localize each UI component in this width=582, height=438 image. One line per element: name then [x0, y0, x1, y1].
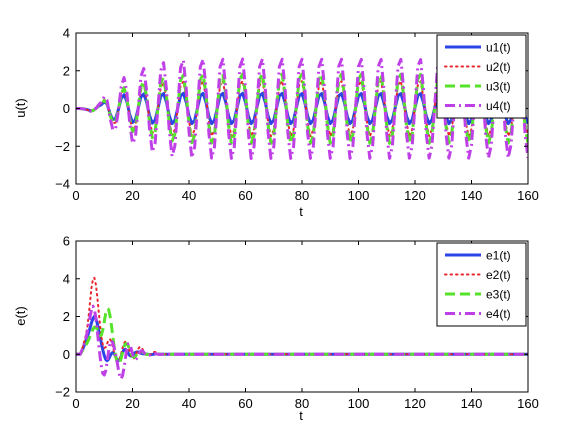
upper-chart-x-tick-label: 160: [517, 188, 539, 203]
lower-chart-x-tick-label: 40: [182, 396, 196, 411]
upper-chart-y-tick-label: 0: [63, 101, 70, 116]
upper-chart-x-tick-label: 120: [404, 188, 426, 203]
lower-chart-x-tick-label: 140: [461, 396, 483, 411]
upper-chart-y-axis-label: u(t): [13, 98, 28, 118]
lower-chart-x-tick-label: 160: [517, 396, 539, 411]
upper-chart-x-tick-label: 100: [348, 188, 370, 203]
lower-chart-x-tick-label: 120: [404, 396, 426, 411]
lower-chart-legend: e1(t) e2(t) e3(t) e4(t): [436, 242, 527, 327]
upper-chart-legend-label-3: u3(t): [486, 80, 511, 94]
lower-chart-y-tick-label: 6: [63, 234, 70, 249]
lower-chart-x-axis-label: t: [299, 408, 303, 423]
upper-chart-x-tick-label: 60: [238, 188, 252, 203]
upper-chart-legend: u1(t) u2(t) u3(t) u4(t): [436, 34, 527, 119]
upper-chart-x-tick-label: 20: [125, 188, 139, 203]
lower-chart-y-tick-label: 4: [63, 271, 70, 286]
upper-chart-series-line-2: [76, 79, 528, 138]
upper-chart-y-tick-label: −2: [55, 139, 70, 154]
lower-chart-series-line-4: [76, 304, 528, 381]
lower-chart-series-line-2: [76, 276, 528, 363]
lower-chart-legend-label-1: e1(t): [486, 249, 511, 263]
lower-chart-y-tick-label: 0: [63, 347, 70, 362]
lower-chart-legend-label-3: e3(t): [486, 288, 511, 302]
upper-chart-legend-label-2: u2(t): [486, 60, 511, 74]
lower-chart-x-tick-label: 0: [72, 396, 79, 411]
upper-chart-x-tick-label: 40: [182, 188, 196, 203]
lower-chart-legend-label-2: e2(t): [486, 268, 511, 282]
lower-chart-y-tick-label: −2: [55, 385, 70, 400]
upper-chart-legend-label-1: u1(t): [486, 41, 511, 55]
upper-chart-y-tick-label: 2: [63, 63, 70, 78]
lower-chart-x-tick-label: 60: [238, 396, 252, 411]
upper-chart-x-tick-label: 80: [295, 188, 309, 203]
lower-chart-series-group: [76, 276, 528, 381]
upper-chart-y-tick-label: −4: [55, 177, 70, 192]
upper-chart-series-line-4: [76, 57, 528, 161]
upper-chart-y-tick-label: 4: [63, 26, 70, 41]
lower-chart-legend-label-4: e4(t): [486, 307, 511, 321]
upper-chart-u: u(t) t 0 20 40 60 80 100 120 140 160 −4 −2 0 2 4 u1(t)…: [13, 26, 539, 220]
upper-chart-x-axis-label: t: [299, 204, 303, 219]
lower-chart-x-tick-label: 20: [125, 396, 139, 411]
lower-chart-x-tick-label: 100: [348, 396, 370, 411]
upper-chart-x-tick-label: 140: [461, 188, 483, 203]
lower-chart-e: e(t) t 0 20 40 60 80 100 120 140 160−20246e1(t)e…: [13, 234, 539, 424]
lower-chart-y-axis-label: e(t): [13, 306, 28, 326]
lower-chart-x-tick-label: 80: [295, 396, 309, 411]
lower-chart-y-tick-label: 2: [63, 309, 70, 324]
upper-chart-x-tick-label: 0: [72, 188, 79, 203]
upper-chart-legend-label-4: u4(t): [486, 99, 511, 113]
